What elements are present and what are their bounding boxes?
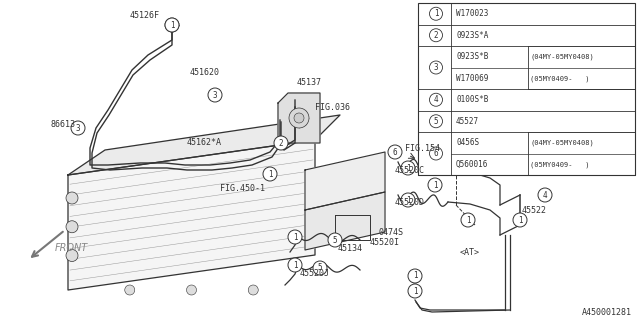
Text: 2: 2 — [434, 31, 438, 40]
Text: 451620: 451620 — [190, 68, 220, 76]
Text: 1: 1 — [406, 196, 410, 204]
Text: 0100S*B: 0100S*B — [456, 95, 488, 104]
Text: 1: 1 — [433, 180, 437, 189]
Text: 1: 1 — [466, 215, 470, 225]
Circle shape — [274, 136, 288, 150]
Text: FIG.036: FIG.036 — [315, 102, 350, 111]
Text: 86613: 86613 — [50, 119, 75, 129]
Text: (05MY0409-   ): (05MY0409- ) — [530, 161, 589, 167]
Circle shape — [288, 258, 302, 272]
Text: 45520I: 45520I — [370, 237, 400, 246]
Text: 1: 1 — [413, 271, 417, 281]
Text: 1: 1 — [292, 260, 298, 269]
Text: A450001281: A450001281 — [582, 308, 632, 317]
Text: 4: 4 — [434, 95, 438, 104]
Circle shape — [513, 213, 527, 227]
Text: (04MY-05MY0408): (04MY-05MY0408) — [530, 140, 594, 146]
Text: Q560016: Q560016 — [456, 160, 488, 169]
Circle shape — [461, 213, 475, 227]
Circle shape — [408, 269, 422, 283]
Circle shape — [401, 193, 415, 207]
Text: 1: 1 — [434, 9, 438, 18]
Circle shape — [538, 188, 552, 202]
Circle shape — [165, 18, 179, 32]
Circle shape — [328, 233, 342, 247]
Text: 0923S*B: 0923S*B — [456, 52, 488, 61]
Bar — [418, 3, 635, 175]
Circle shape — [165, 18, 179, 32]
Text: 45162*A: 45162*A — [187, 138, 222, 147]
Circle shape — [294, 113, 304, 123]
Text: 3: 3 — [434, 63, 438, 72]
Polygon shape — [68, 140, 315, 290]
Text: 2: 2 — [278, 139, 284, 148]
Text: 1: 1 — [518, 215, 522, 225]
Circle shape — [73, 123, 83, 133]
Text: 0923S*A: 0923S*A — [456, 31, 488, 40]
Text: 3: 3 — [212, 91, 218, 100]
Text: <AT>: <AT> — [460, 247, 480, 257]
Circle shape — [428, 178, 442, 192]
Circle shape — [289, 108, 309, 128]
Circle shape — [208, 88, 222, 102]
Text: (04MY-05MY0408): (04MY-05MY0408) — [530, 53, 594, 60]
Text: 6: 6 — [393, 148, 397, 156]
Text: 5: 5 — [333, 236, 337, 244]
Text: FIG.154: FIG.154 — [405, 143, 440, 153]
Polygon shape — [278, 93, 320, 143]
Circle shape — [66, 221, 78, 233]
Polygon shape — [305, 152, 385, 210]
Circle shape — [288, 230, 302, 244]
Circle shape — [429, 7, 442, 20]
Text: 45126F: 45126F — [130, 11, 160, 20]
Text: 0474S: 0474S — [378, 228, 403, 236]
Circle shape — [429, 29, 442, 42]
Text: 1: 1 — [292, 233, 298, 242]
Text: 1: 1 — [406, 164, 410, 172]
Circle shape — [429, 115, 442, 128]
Circle shape — [401, 161, 415, 175]
Text: 1: 1 — [413, 286, 417, 295]
Circle shape — [248, 285, 259, 295]
Text: 5: 5 — [317, 263, 323, 273]
Text: W170069: W170069 — [456, 74, 488, 83]
Text: (05MY0409-   ): (05MY0409- ) — [530, 75, 589, 82]
Text: 45520C: 45520C — [395, 165, 425, 174]
Polygon shape — [68, 115, 340, 175]
Text: 45520J: 45520J — [300, 269, 330, 278]
Circle shape — [71, 121, 85, 135]
Circle shape — [429, 147, 442, 160]
Circle shape — [429, 93, 442, 106]
Circle shape — [429, 61, 442, 74]
Text: 4: 4 — [543, 190, 547, 199]
Circle shape — [186, 285, 196, 295]
Circle shape — [66, 250, 78, 261]
Circle shape — [263, 167, 277, 181]
Text: 45527: 45527 — [456, 117, 479, 126]
Circle shape — [388, 145, 402, 159]
Text: W170023: W170023 — [456, 9, 488, 18]
Text: 5: 5 — [434, 117, 438, 126]
Circle shape — [408, 284, 422, 298]
Polygon shape — [305, 192, 385, 250]
Text: 6: 6 — [434, 149, 438, 158]
Text: 1: 1 — [268, 170, 272, 179]
Text: 3: 3 — [76, 124, 80, 132]
Text: FIG.450-1: FIG.450-1 — [220, 183, 265, 193]
Circle shape — [410, 273, 420, 283]
Text: 45522: 45522 — [522, 205, 547, 214]
Text: 1: 1 — [170, 20, 174, 29]
Circle shape — [125, 285, 135, 295]
Text: 45137: 45137 — [297, 77, 322, 86]
Text: 45520D: 45520D — [395, 197, 425, 206]
Text: 45134: 45134 — [338, 244, 363, 252]
Circle shape — [313, 261, 327, 275]
Text: 0456S: 0456S — [456, 138, 479, 147]
Circle shape — [410, 287, 420, 297]
Text: FRONT: FRONT — [55, 243, 88, 253]
Circle shape — [66, 192, 78, 204]
